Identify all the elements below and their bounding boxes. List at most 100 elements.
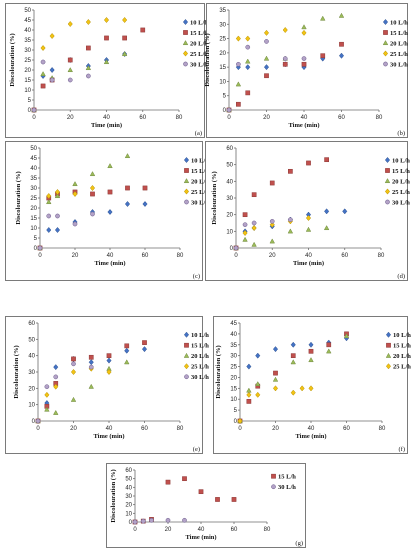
y-tick-label: 35 bbox=[230, 343, 237, 349]
series-10-l-h bbox=[31, 50, 128, 114]
data-point bbox=[70, 396, 77, 402]
legend-label: 25 L/h bbox=[393, 364, 411, 371]
data-point bbox=[273, 370, 278, 376]
legend-label: 30 L/h bbox=[190, 61, 208, 68]
series-30-l-h bbox=[37, 211, 95, 251]
data-point bbox=[272, 346, 279, 353]
x-tick-label: 40 bbox=[107, 253, 114, 259]
y-axis-title: Discolouration (%) bbox=[13, 345, 20, 398]
series-25-l-h bbox=[35, 365, 112, 425]
data-point bbox=[46, 226, 52, 234]
data-point bbox=[90, 211, 95, 217]
data-point bbox=[142, 200, 148, 208]
x-tick-label: 20 bbox=[67, 115, 74, 121]
y-tick-label: 0 bbox=[32, 419, 36, 425]
data-point bbox=[255, 352, 261, 359]
x-tick-label: 60 bbox=[341, 253, 348, 259]
panel-letter: (b) bbox=[397, 130, 405, 137]
x-axis-title: Time (min) bbox=[93, 433, 124, 440]
data-point bbox=[269, 180, 275, 186]
y-axis-title: Discolouration (%) bbox=[110, 469, 117, 522]
data-point bbox=[308, 357, 314, 363]
x-tick-label: 80 bbox=[177, 426, 184, 432]
data-point bbox=[320, 53, 326, 59]
y-tick-label: 20 bbox=[125, 503, 132, 509]
legend-label: 15 L/h bbox=[278, 474, 296, 481]
legend-marker bbox=[384, 178, 391, 184]
data-point bbox=[269, 218, 275, 224]
data-point bbox=[140, 518, 146, 524]
legend-label: 15 L/h bbox=[190, 30, 208, 37]
y-tick-label: 60 bbox=[226, 146, 233, 152]
data-point bbox=[53, 374, 59, 380]
y-tick-label: 20 bbox=[28, 386, 35, 392]
legend-marker bbox=[183, 188, 190, 195]
data-point bbox=[323, 225, 330, 231]
data-point bbox=[142, 340, 147, 345]
legend: 10 L/h 15 L/h 20 L/h 25 L/h 30 L/h bbox=[183, 156, 209, 206]
x-tick-label: 0 bbox=[234, 253, 238, 259]
chart-panel-e: 0 20 40 60 80 0 10 20 30 40 50 60 Time (min) Discolou… bbox=[5, 316, 209, 454]
x-tick-label: 0 bbox=[38, 253, 42, 259]
data-point bbox=[255, 381, 261, 387]
y-tick-label: 40 bbox=[28, 354, 35, 360]
y-tick-label: 5 bbox=[34, 236, 38, 242]
data-point bbox=[320, 15, 326, 21]
x-tick-label: 40 bbox=[106, 426, 113, 432]
data-point bbox=[288, 217, 293, 223]
data-point bbox=[290, 359, 296, 365]
data-point bbox=[251, 220, 257, 226]
data-point bbox=[233, 245, 239, 251]
y-tick-label: 20 bbox=[30, 206, 37, 212]
legend-marker bbox=[184, 168, 189, 173]
x-tick-label: 40 bbox=[301, 115, 308, 121]
data-point bbox=[103, 59, 110, 65]
x-tick-label: 20 bbox=[263, 115, 270, 121]
data-point bbox=[245, 58, 251, 64]
x-tick-label: 60 bbox=[343, 426, 350, 432]
x-tick-label: 80 bbox=[379, 426, 386, 432]
panel-letter: (g) bbox=[295, 540, 303, 547]
panel-letter: (a) bbox=[195, 130, 202, 137]
data-point bbox=[198, 489, 204, 495]
legend-label: 10 L/h bbox=[390, 19, 408, 26]
legend-label: 10 L/h bbox=[393, 332, 411, 339]
chart-panel-f: 0 20 40 60 80 0 5 10 15 20 25 30 35 40 45 Time (min) Dis… bbox=[213, 316, 411, 454]
legend: 15 L/h 30 L/h bbox=[271, 474, 296, 491]
data-point bbox=[55, 213, 60, 219]
data-point bbox=[264, 73, 269, 79]
y-tick-label: 35 bbox=[219, 8, 226, 14]
legend-label: 30 L/h bbox=[278, 484, 296, 491]
data-point bbox=[338, 52, 345, 59]
data-point bbox=[53, 364, 59, 371]
series-20-l-h bbox=[37, 153, 131, 251]
y-axis-title: Discolouration (%) bbox=[204, 33, 211, 86]
y-tick-label: 20 bbox=[230, 375, 237, 381]
legend: 10 L/h 15 L/h 20 L/h 25 L/h 30 L/h bbox=[384, 156, 410, 206]
data-point bbox=[305, 226, 312, 232]
data-point bbox=[53, 409, 59, 415]
data-point bbox=[326, 342, 332, 348]
legend-marker bbox=[183, 156, 190, 164]
data-point bbox=[67, 57, 73, 63]
data-point bbox=[124, 343, 130, 349]
series-25-l-h bbox=[226, 26, 307, 114]
y-tick-label: 0 bbox=[223, 108, 227, 114]
data-point bbox=[290, 353, 296, 359]
data-point bbox=[308, 341, 314, 348]
legend-marker bbox=[183, 178, 190, 184]
data-point bbox=[245, 64, 251, 71]
panel-letter: (e) bbox=[193, 446, 200, 453]
series-25-l-h bbox=[31, 16, 128, 114]
data-point bbox=[282, 61, 288, 67]
data-point bbox=[236, 61, 241, 67]
data-point bbox=[339, 41, 344, 47]
data-point bbox=[49, 77, 55, 83]
data-point bbox=[46, 199, 52, 205]
y-tick-label: 10 bbox=[30, 226, 37, 232]
data-point bbox=[306, 160, 311, 166]
data-point bbox=[165, 517, 171, 523]
legend-marker bbox=[386, 342, 391, 348]
legend: 10 L/h 15 L/h 20 L/h 25 L/h 30 L/h bbox=[182, 18, 208, 68]
x-tick-label: 20 bbox=[272, 426, 279, 432]
